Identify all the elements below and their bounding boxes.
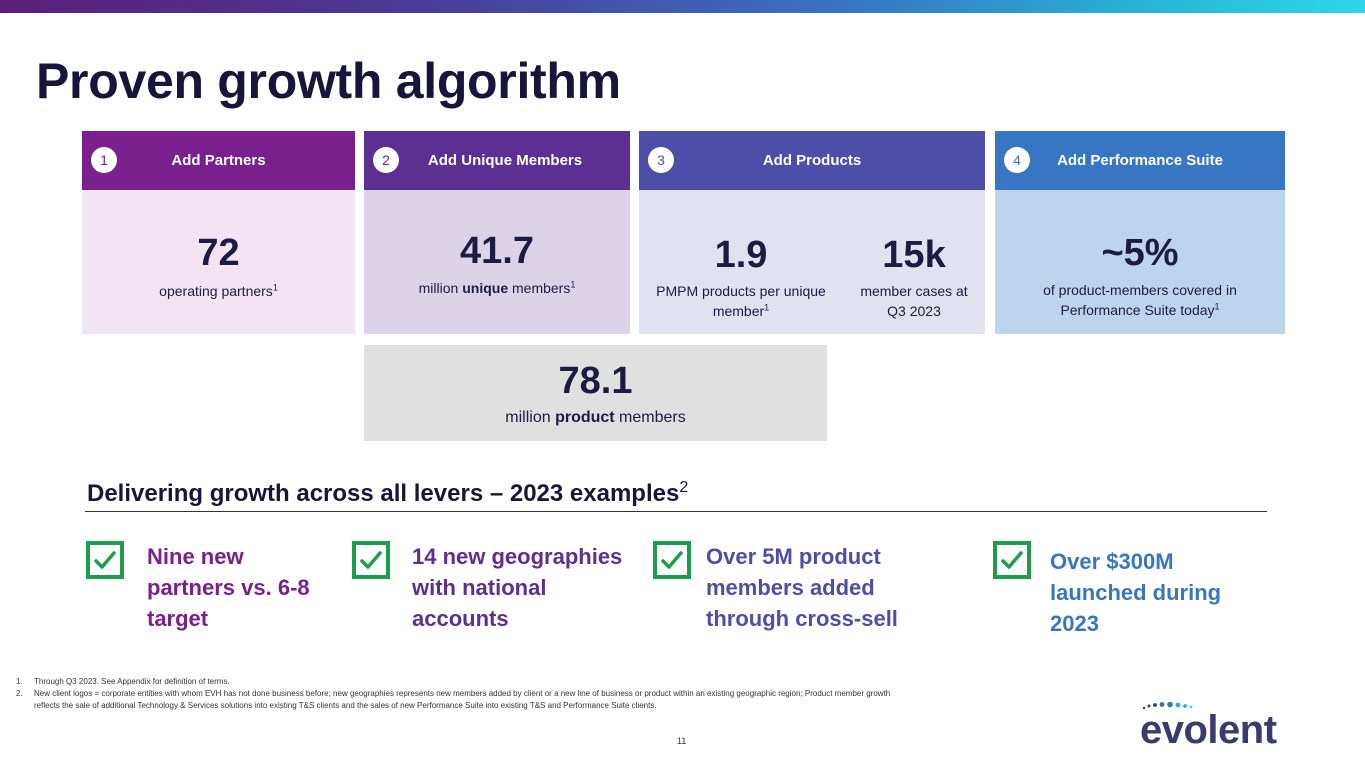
example-performance-suite: Over $300M launched during 2023 — [1050, 549, 1222, 636]
example-partners: Nine new partners vs. 6-8 target — [147, 544, 310, 631]
logo-dots-icon — [1142, 701, 1193, 710]
metric-member-cases: 15k member cases at Q3 2023 — [843, 190, 985, 334]
evolent-logo: evolent — [1140, 698, 1300, 754]
metric-label: operating partners1 — [159, 282, 278, 299]
footnote-marker: 2 — [679, 479, 689, 496]
metric-value: 1.9 — [714, 234, 768, 276]
page-title: Proven growth algorithm — [36, 53, 621, 109]
footnote-marker: 1 — [570, 279, 576, 290]
footnote-marker: 1 — [1214, 301, 1220, 312]
card-header: 4 Add Performance Suite — [995, 131, 1285, 190]
metric-value: 72 — [197, 232, 240, 274]
section-divider — [85, 511, 1267, 512]
step-number-badge: 4 — [1004, 147, 1030, 173]
step-number-badge: 1 — [91, 147, 117, 173]
metric-value: ~5% — [1101, 232, 1179, 274]
metric-label: PMPM products per unique member1 — [656, 283, 826, 319]
card-heading: Add Partners — [171, 152, 266, 169]
metric-value: 15k — [882, 234, 946, 276]
card-heading: Add Products — [762, 152, 862, 169]
example-cross-sell: Over 5M product members added through cros… — [706, 544, 898, 631]
card-heading: Add Performance Suite — [1057, 152, 1223, 169]
card-header: 3 Add Products — [639, 131, 985, 190]
metric-products-per-member: 1.9 PMPM products per unique member1 — [639, 190, 843, 334]
step-number-badge: 3 — [648, 147, 674, 173]
checkmark-icon — [653, 541, 691, 579]
footnote-marker: 1 — [764, 302, 770, 313]
metric-value: 78.1 — [558, 360, 633, 402]
metric-label: million product members — [505, 409, 686, 426]
lever-card-add-partners: 1 Add Partners 72 operating partners1 — [82, 131, 355, 334]
step-number-badge: 2 — [373, 147, 399, 173]
card-heading: Add Unique Members — [427, 152, 583, 169]
metric-label: of product-members covered in Performance… — [1043, 282, 1237, 318]
card-body: 41.7 million unique members1 — [364, 190, 630, 334]
footnote-item: 2. New client logos = corporate entities … — [16, 689, 891, 710]
lever-card-add-performance-suite: 4 Add Performance Suite ~5% of product-m… — [995, 131, 1285, 334]
checkmark-icon — [86, 541, 124, 579]
lever-card-add-products: 3 Add Products 1.9 PMPM products per uni… — [639, 131, 985, 334]
metric-label: million unique members1 — [418, 279, 576, 296]
footnote-marker: 1 — [272, 282, 278, 293]
card-header: 2 Add Unique Members — [364, 131, 630, 190]
metric-value: 41.7 — [460, 230, 534, 272]
card-header: 1 Add Partners — [82, 131, 355, 190]
lever-card-add-unique-members: 2 Add Unique Members 41.7 million unique… — [364, 131, 630, 334]
top-gradient-bar — [0, 0, 1365, 13]
footnotes: 1. Through Q3 2023. See Appendix for defi… — [16, 676, 904, 712]
section-heading: Delivering growth across all levers – 20… — [87, 479, 689, 508]
card-body: ~5% of product-members covered in Perform… — [995, 190, 1285, 334]
product-members-total: 78.1 million product members — [364, 345, 827, 441]
example-geographies: 14 new geographies with national accounts — [412, 544, 623, 631]
checkmark-icon — [352, 541, 390, 579]
card-body: 72 operating partners1 — [82, 190, 355, 334]
footnote-item: 1. Through Q3 2023. See Appendix for defi… — [16, 677, 230, 686]
card-body: 1.9 PMPM products per unique member1 15k … — [639, 190, 985, 334]
metric-label: member cases at Q3 2023 — [860, 283, 968, 319]
checkmark-icon — [993, 541, 1031, 579]
page-number: 11 — [677, 736, 687, 746]
